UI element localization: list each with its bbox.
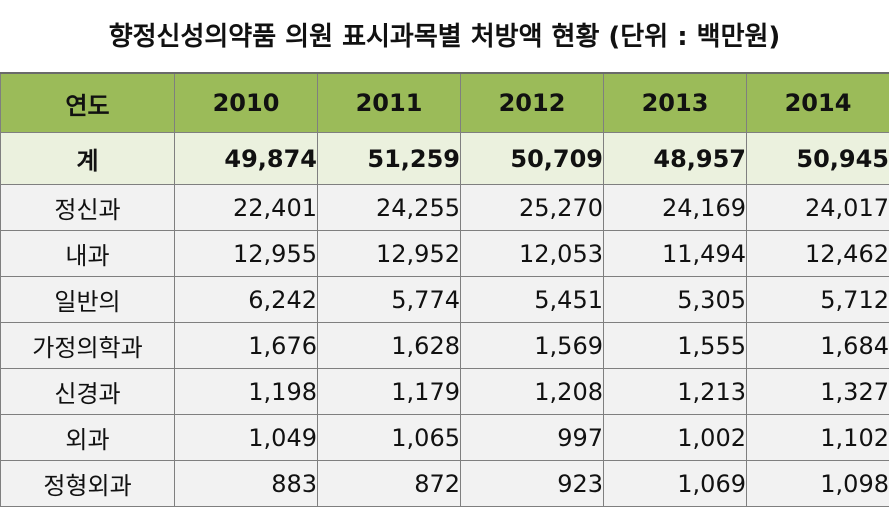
- table-cell: 6,242: [174, 276, 318, 323]
- total-label: 계: [0, 132, 175, 185]
- table-header-row: 연도 2010 2011 2012 2013 2014: [0, 72, 889, 133]
- table-cell: 1,002: [603, 414, 747, 461]
- table-cell: 12,462: [746, 230, 889, 277]
- table-cell: 1,069: [603, 460, 747, 507]
- row-label: 내과: [0, 230, 175, 277]
- table-cell: 1,676: [174, 322, 318, 369]
- row-label: 정신과: [0, 184, 175, 231]
- table-cell: 1,098: [746, 460, 889, 507]
- table-cell: 24,255: [317, 184, 461, 231]
- table-row: 정신과 22,401 24,255 25,270 24,169 24,017: [0, 184, 889, 231]
- row-label: 정형외과: [0, 460, 175, 507]
- header-cell-year: 연도: [0, 72, 175, 133]
- header-cell-2014: 2014: [746, 72, 889, 133]
- table-cell: 883: [174, 460, 318, 507]
- table-cell: 1,049: [174, 414, 318, 461]
- table-cell: 923: [460, 460, 604, 507]
- row-label: 신경과: [0, 368, 175, 415]
- total-cell: 51,259: [317, 132, 461, 185]
- table-cell: 1,327: [746, 368, 889, 415]
- table-cell: 24,169: [603, 184, 747, 231]
- table-row: 내과 12,955 12,952 12,053 11,494 12,462: [0, 230, 889, 277]
- table-row: 외과 1,049 1,065 997 1,002 1,102: [0, 414, 889, 461]
- table-cell: 1,213: [603, 368, 747, 415]
- table-cell: 22,401: [174, 184, 318, 231]
- table-cell: 872: [317, 460, 461, 507]
- row-label: 가정의학과: [0, 322, 175, 369]
- row-label: 일반의: [0, 276, 175, 323]
- table-cell: 5,305: [603, 276, 747, 323]
- table-row: 신경과 1,198 1,179 1,208 1,213 1,327: [0, 368, 889, 415]
- total-cell: 49,874: [174, 132, 318, 185]
- table-row: 일반의 6,242 5,774 5,451 5,305 5,712: [0, 276, 889, 323]
- table-cell: 1,628: [317, 322, 461, 369]
- table-cell: 12,955: [174, 230, 318, 277]
- table-cell: 5,451: [460, 276, 604, 323]
- table-cell: 1,065: [317, 414, 461, 461]
- table-cell: 12,952: [317, 230, 461, 277]
- row-label: 외과: [0, 414, 175, 461]
- header-cell-2012: 2012: [460, 72, 604, 133]
- total-row: 계 49,874 51,259 50,709 48,957 50,945: [0, 132, 889, 185]
- table-cell: 5,774: [317, 276, 461, 323]
- table-cell: 24,017: [746, 184, 889, 231]
- table-cell: 5,712: [746, 276, 889, 323]
- header-cell-2011: 2011: [317, 72, 461, 133]
- prescription-table: 연도 2010 2011 2012 2013 2014 계 49,874 51,…: [0, 72, 889, 507]
- page-title: 향정신성의약품 의원 표시과목별 처방액 현황 (단위 : 백만원): [108, 22, 781, 52]
- table-cell: 11,494: [603, 230, 747, 277]
- table-cell: 997: [460, 414, 604, 461]
- table-cell: 1,208: [460, 368, 604, 415]
- table-cell: 25,270: [460, 184, 604, 231]
- table-row: 가정의학과 1,676 1,628 1,569 1,555 1,684: [0, 322, 889, 369]
- table-cell: 1,198: [174, 368, 318, 415]
- table-cell: 1,102: [746, 414, 889, 461]
- header-cell-2013: 2013: [603, 72, 747, 133]
- total-cell: 48,957: [603, 132, 747, 185]
- table-cell: 1,569: [460, 322, 604, 369]
- table-cell: 1,684: [746, 322, 889, 369]
- table-cell: 1,555: [603, 322, 747, 369]
- table-cell: 12,053: [460, 230, 604, 277]
- total-cell: 50,945: [746, 132, 889, 185]
- header-cell-2010: 2010: [174, 72, 318, 133]
- table-cell: 1,179: [317, 368, 461, 415]
- table-row: 정형외과 883 872 923 1,069 1,098: [0, 460, 889, 507]
- total-cell: 50,709: [460, 132, 604, 185]
